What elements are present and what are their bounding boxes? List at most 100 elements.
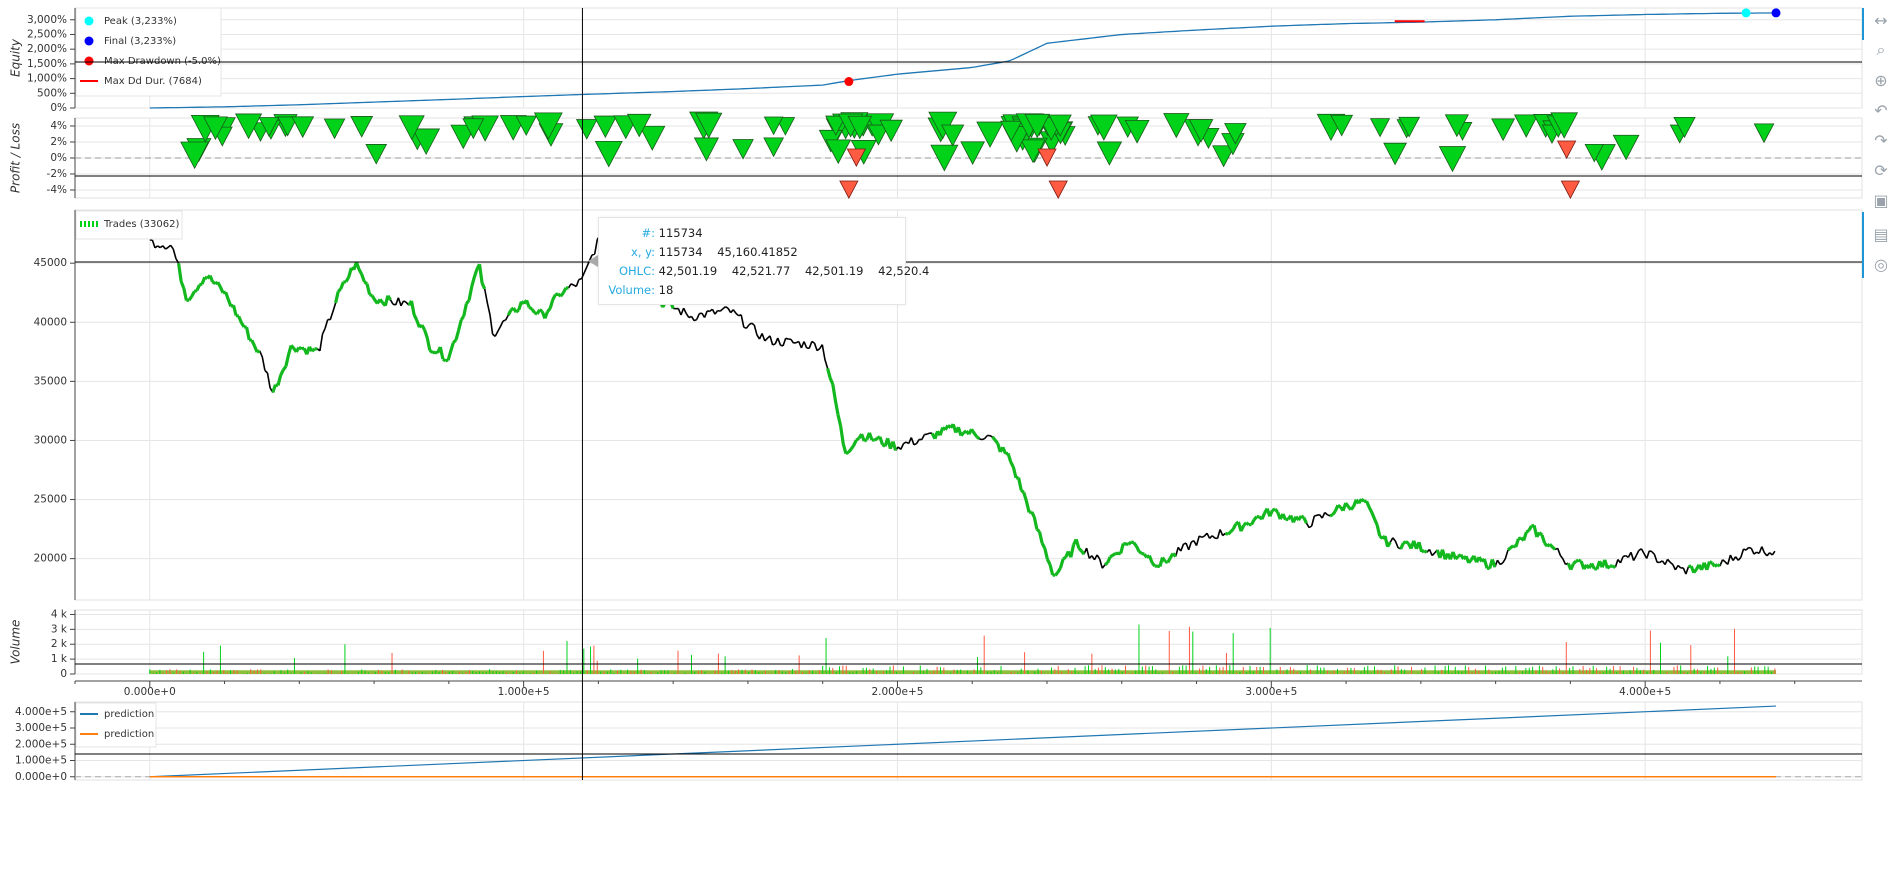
y-tick-label: 3,000%	[27, 14, 67, 26]
legend-label: Final (3,233%)	[104, 36, 176, 47]
win-trade-marker	[593, 115, 618, 139]
win-trade-marker	[976, 121, 1004, 148]
tooltip-low: 42,501.19	[804, 264, 864, 278]
y-tick-label: 35000	[34, 375, 67, 387]
win-trade-marker	[847, 115, 873, 140]
y-tick-label: 2.000e+5	[15, 738, 67, 750]
y-tick-label: 1,000%	[27, 73, 67, 85]
loss-trade-marker	[1560, 180, 1581, 199]
panel-4: 0 1 k 2 k 3 k 4 k Volume	[9, 608, 1863, 680]
win-trade-marker	[1612, 134, 1640, 161]
tooltip-high: 42,521.77	[731, 264, 791, 278]
y-tick-label: 2 k	[51, 638, 68, 650]
y-tick-label: 2%	[50, 136, 67, 148]
legend-marker	[84, 16, 94, 26]
tooltip-x-value: 115734	[658, 245, 703, 259]
win-trade-marker	[960, 141, 986, 165]
equity-series	[149, 8, 1781, 109]
win-trade-marker	[323, 118, 346, 140]
win-trade-marker	[398, 115, 425, 141]
loss-trade-marker	[1556, 140, 1577, 159]
y-tick-label: 2,500%	[27, 28, 67, 40]
toolbar-active-indicator	[1862, 212, 1864, 278]
legend-label: Trades (33062)	[103, 219, 179, 230]
crosshair-icon[interactable]: ◎	[1874, 254, 1888, 274]
loss-trade-marker	[1037, 148, 1057, 167]
tooltip-ohlc-label: OHLC:	[618, 264, 655, 278]
y-tick-label: 2,000%	[27, 43, 67, 55]
win-trade-marker	[1438, 146, 1467, 173]
win-trade-marker	[1090, 114, 1118, 141]
win-trade-marker	[763, 137, 785, 158]
toolbar-active-indicator	[1862, 8, 1864, 40]
y-tick-label: 1.000e+5	[15, 755, 67, 767]
win-trade-marker	[1163, 113, 1190, 139]
win-trade-marker	[1491, 118, 1516, 142]
y-tick-label: 4%	[50, 120, 67, 132]
win-trade-marker	[277, 116, 299, 137]
legend-label: prediction	[104, 709, 154, 720]
panel-1: 0% 500% 1,000% 1,500% 2,000% 2,500% 3,000% Equi…	[9, 7, 1863, 114]
win-trade-marker	[626, 113, 652, 138]
hover-icon[interactable]: ▤	[1873, 224, 1889, 244]
y-tick-label: 40000	[34, 316, 67, 328]
win-trade-marker	[1048, 114, 1072, 137]
win-trade-marker	[533, 112, 563, 140]
prediction-line-1	[149, 705, 1777, 778]
prediction-legend: prediction prediction	[75, 702, 157, 748]
win-trade-marker	[1550, 112, 1579, 139]
crosshair	[75, 8, 1862, 780]
win-trade-marker	[412, 128, 441, 156]
wheel-zoom-icon[interactable]: ⊕	[1874, 70, 1888, 90]
x-tick-label: 1.000e+5	[498, 686, 550, 698]
win-trade-marker	[825, 115, 847, 136]
y-tick-label: 0%	[50, 152, 67, 164]
reset-icon[interactable]: ⟳	[1874, 160, 1888, 180]
legend-label: prediction	[104, 729, 154, 740]
x-tick-label: 4.000e+5	[1619, 686, 1671, 698]
win-trade-marker	[515, 115, 538, 137]
y-tick-label: 0	[60, 668, 67, 680]
y-tick-label: 0%	[50, 102, 67, 114]
y-tick-label: 3 k	[51, 623, 68, 635]
loss-trade-marker	[846, 148, 867, 167]
win-trade-marker	[1188, 119, 1214, 143]
equity-line	[149, 12, 1777, 109]
win-trade-marker	[1398, 116, 1421, 138]
tooltip-volume-label: Volume:	[608, 283, 655, 297]
loss-trade-marker	[1048, 180, 1068, 199]
x-tick-label: 3.000e+5	[1245, 686, 1297, 698]
max-drawdown-point	[844, 77, 854, 87]
y-tick-label: 500%	[37, 87, 67, 99]
legend-box	[75, 7, 222, 97]
x-tick-label: 0.000e+0	[124, 686, 176, 698]
y-axis-label: Equity	[9, 38, 23, 77]
equity-legend: Peak (3,233%)Final (3,233%)Max Drawdown …	[75, 7, 222, 97]
legend-marker	[84, 36, 94, 46]
prediction-series	[75, 705, 1862, 778]
win-trade-marker	[1024, 113, 1051, 139]
y-tick-label: 30000	[34, 434, 67, 446]
win-trade-marker	[693, 137, 720, 162]
tooltip-index-value: 115734	[658, 226, 703, 240]
tooltip-open: 42,501.19	[658, 264, 718, 278]
win-trade-marker	[930, 144, 959, 172]
redo-icon[interactable]: ↷	[1874, 130, 1888, 150]
y-tick-label: 3.000e+5	[15, 722, 67, 734]
panel-frame	[74, 7, 1863, 109]
win-trade-marker	[1444, 114, 1469, 138]
save-icon[interactable]: ▣	[1873, 190, 1889, 210]
trades-legend: Trades (33062)	[75, 210, 183, 240]
box-zoom-icon[interactable]: ⌕	[1876, 40, 1886, 59]
y-tick-label: -4%	[47, 184, 67, 196]
tooltip-volume-value: 18	[658, 283, 674, 297]
volume-base-band	[149, 670, 1777, 674]
win-trade-marker	[941, 124, 965, 147]
peak-point	[1741, 8, 1751, 18]
undo-icon[interactable]: ↶	[1874, 100, 1888, 120]
pan-icon[interactable]: ↔	[1874, 10, 1888, 30]
y-axis-label: Profit / Loss	[9, 123, 23, 193]
win-trade-marker	[594, 140, 623, 168]
panel-frame	[74, 609, 1863, 675]
